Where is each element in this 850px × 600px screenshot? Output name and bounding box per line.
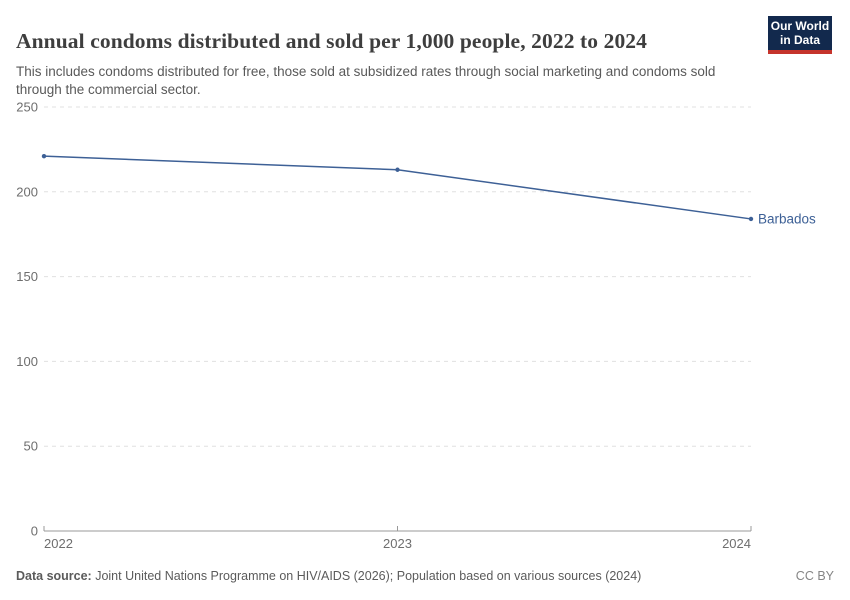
x-tick-label: 2023 bbox=[383, 536, 412, 551]
data-point[interactable] bbox=[395, 167, 400, 172]
y-tick-label: 150 bbox=[16, 269, 38, 284]
y-tick-label: 100 bbox=[16, 354, 38, 369]
data-source-note: Data source: Joint United Nations Progra… bbox=[16, 569, 641, 583]
page-title: Annual condoms distributed and sold per … bbox=[16, 29, 648, 54]
owid-logo-line1: Our World bbox=[770, 19, 830, 33]
data-source-text: Joint United Nations Programme on HIV/AI… bbox=[91, 569, 642, 583]
data-source-label: Data source: bbox=[16, 569, 92, 583]
y-tick-label: 0 bbox=[31, 524, 38, 539]
owid-logo-line2: in Data bbox=[779, 33, 820, 47]
y-tick-label: 200 bbox=[16, 184, 38, 199]
chart-subtitle: This includes condoms distributed for fr… bbox=[16, 63, 716, 97]
series-label[interactable]: Barbados bbox=[758, 211, 816, 226]
y-tick-label: 250 bbox=[16, 100, 38, 115]
chart-canvas: 0 50 100 150 200 250 2022 2023 2024 Barbados bbox=[16, 100, 816, 552]
x-tick-label: 2024 bbox=[722, 536, 751, 551]
chart-footer: Data source: Joint United Nations Progra… bbox=[16, 569, 834, 583]
license-badge[interactable]: CC BY bbox=[795, 569, 834, 583]
data-point[interactable] bbox=[41, 153, 47, 159]
x-tick-label: 2022 bbox=[44, 536, 73, 551]
line-chart[interactable]: 0 50 100 150 200 250 2022 2023 2024 Barbados bbox=[0, 95, 850, 565]
owid-logo: Our World in Data bbox=[768, 16, 832, 54]
data-point[interactable] bbox=[748, 216, 754, 222]
y-tick-label: 50 bbox=[24, 439, 38, 454]
series-line bbox=[43, 155, 752, 220]
